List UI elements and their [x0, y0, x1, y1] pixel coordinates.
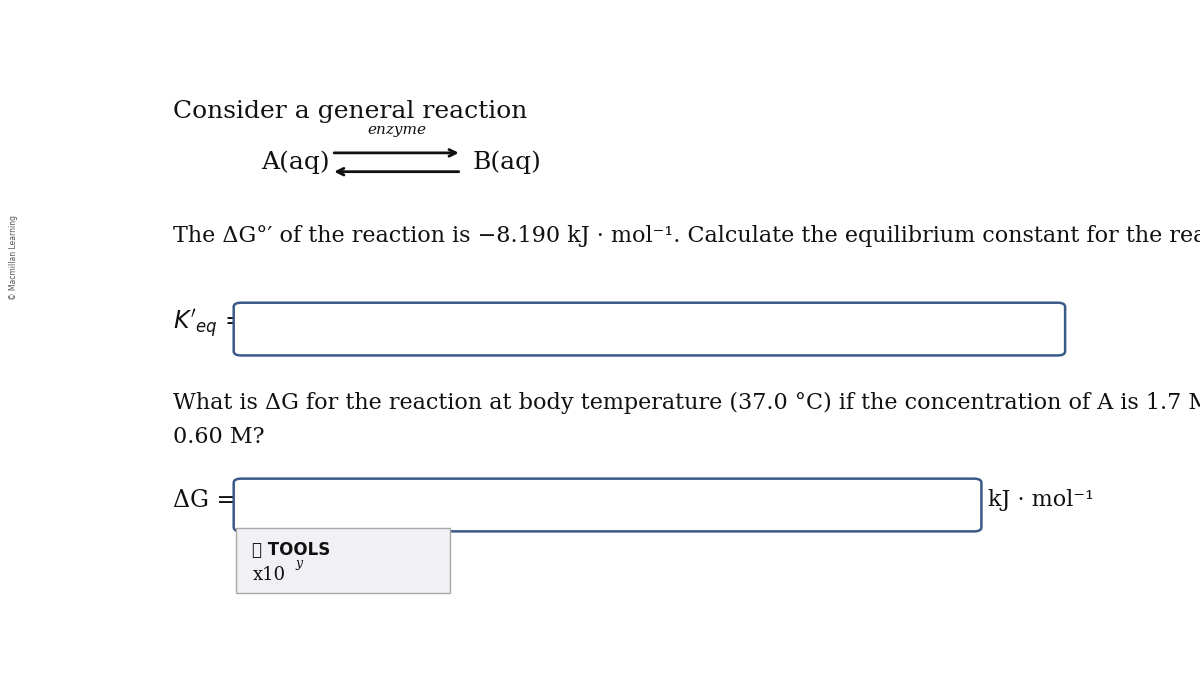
Text: © Macmillan Learning: © Macmillan Learning	[8, 215, 18, 300]
FancyBboxPatch shape	[234, 302, 1066, 355]
Text: ΔG =: ΔG =	[173, 489, 236, 512]
Text: A(aq): A(aq)	[262, 151, 330, 174]
Text: enzyme: enzyme	[367, 123, 426, 137]
Text: 0.60 M?: 0.60 M?	[173, 426, 265, 448]
FancyBboxPatch shape	[234, 479, 982, 532]
Text: y: y	[295, 557, 302, 570]
FancyBboxPatch shape	[236, 527, 450, 593]
Text: 🔧 TOOLS: 🔧 TOOLS	[252, 541, 330, 559]
Text: B(aq): B(aq)	[473, 151, 541, 174]
Text: What is ΔG for the reaction at body temperature (37.0 °C) if the concentration o: What is ΔG for the reaction at body temp…	[173, 392, 1200, 414]
Text: The ΔG°′ of the reaction is −8.190 kJ · mol⁻¹. Calculate the equilibrium constan: The ΔG°′ of the reaction is −8.190 kJ · …	[173, 225, 1200, 247]
Text: x10: x10	[252, 566, 286, 584]
Text: Consider a general reaction: Consider a general reaction	[173, 100, 528, 123]
Text: kJ · mol⁻¹: kJ · mol⁻¹	[988, 489, 1094, 511]
Text: $K'_{eq}$ =: $K'_{eq}$ =	[173, 308, 244, 340]
